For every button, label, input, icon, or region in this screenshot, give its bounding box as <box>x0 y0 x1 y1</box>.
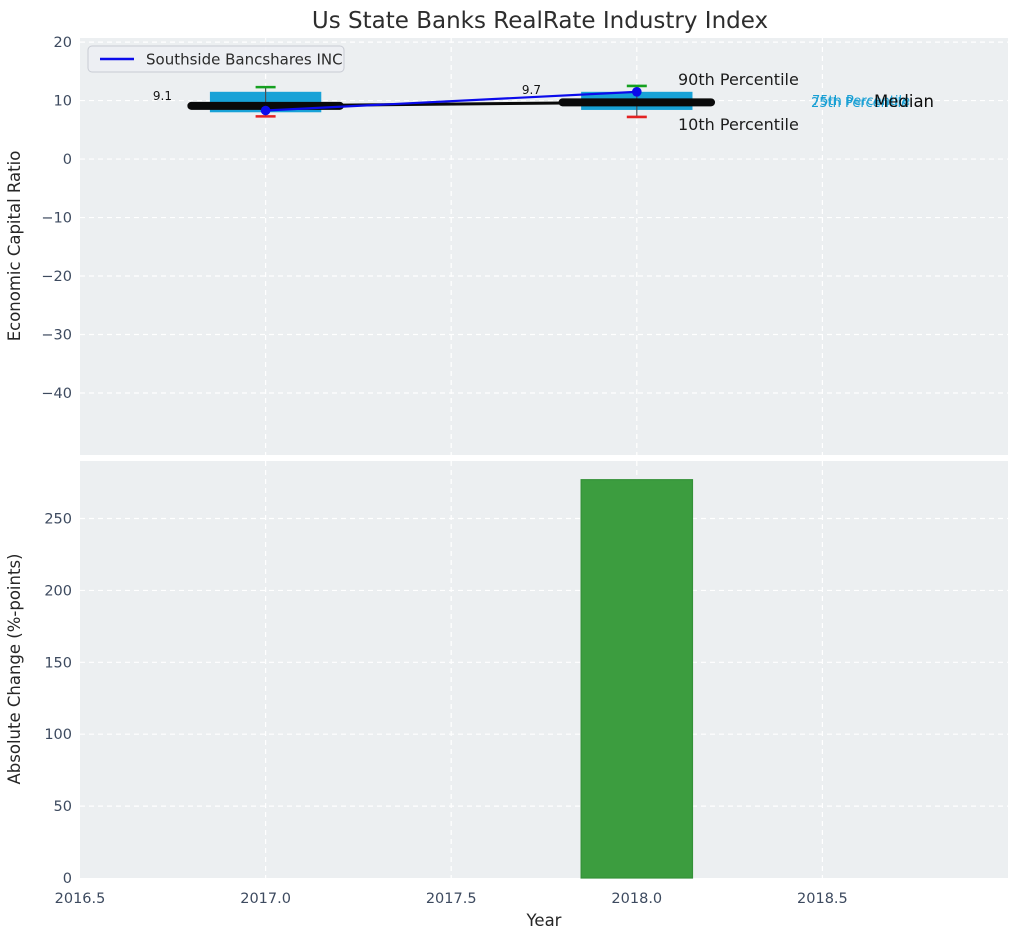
y-tick-label: 20 <box>54 35 72 51</box>
x-tick-label: 2018.0 <box>611 891 662 907</box>
y-axis-label-bottom: Absolute Change (%-points) <box>5 554 24 785</box>
y-tick-label: 10 <box>54 94 72 110</box>
y-axis-label-top: Economic Capital Ratio <box>5 151 24 342</box>
company-line <box>265 90 637 112</box>
legend: Southside Bancshares INC <box>87 45 345 73</box>
x-tick-label: 2018.5 <box>797 891 848 907</box>
x-tick-label: 2016.5 <box>55 891 106 907</box>
y-tick-label: −30 <box>41 328 72 344</box>
y-tick-label: −20 <box>41 269 72 285</box>
legend-label: Southside Bancshares INC <box>146 51 343 69</box>
plot-area-1 <box>80 461 1008 878</box>
x-axis-label: Year <box>526 911 562 930</box>
annotation: 90th Percentile <box>678 70 799 89</box>
legend-frame <box>87 45 345 73</box>
x-tick-label: 2017.5 <box>426 891 477 907</box>
y-tick-label: 100 <box>44 727 72 743</box>
chart-title: Us State Banks RealRate Industry Index <box>312 8 768 34</box>
y-tick-label: 0 <box>63 871 72 887</box>
y-tick-label: −10 <box>41 211 72 227</box>
annotation: 75th Percentile <box>812 94 910 109</box>
annotation: 10th Percentile <box>678 115 799 134</box>
y-tick-label: 0 <box>63 152 72 168</box>
y-tick-label: −40 <box>41 386 72 402</box>
y-tick-label: 250 <box>44 512 72 528</box>
y-tick-label: 50 <box>54 799 72 815</box>
company-marker <box>632 87 642 97</box>
x-tick-label: 2017.0 <box>240 891 291 907</box>
annotation: 9.7 <box>522 83 541 97</box>
absolute-change-bar <box>580 479 694 879</box>
annotation: Median <box>874 92 934 111</box>
y-tick-label: 150 <box>44 655 72 671</box>
company-marker <box>260 105 271 116</box>
annotation: 25th Percentile <box>811 96 909 111</box>
annotation: 9.1 <box>153 89 172 103</box>
y-tick-label: 200 <box>44 583 72 599</box>
